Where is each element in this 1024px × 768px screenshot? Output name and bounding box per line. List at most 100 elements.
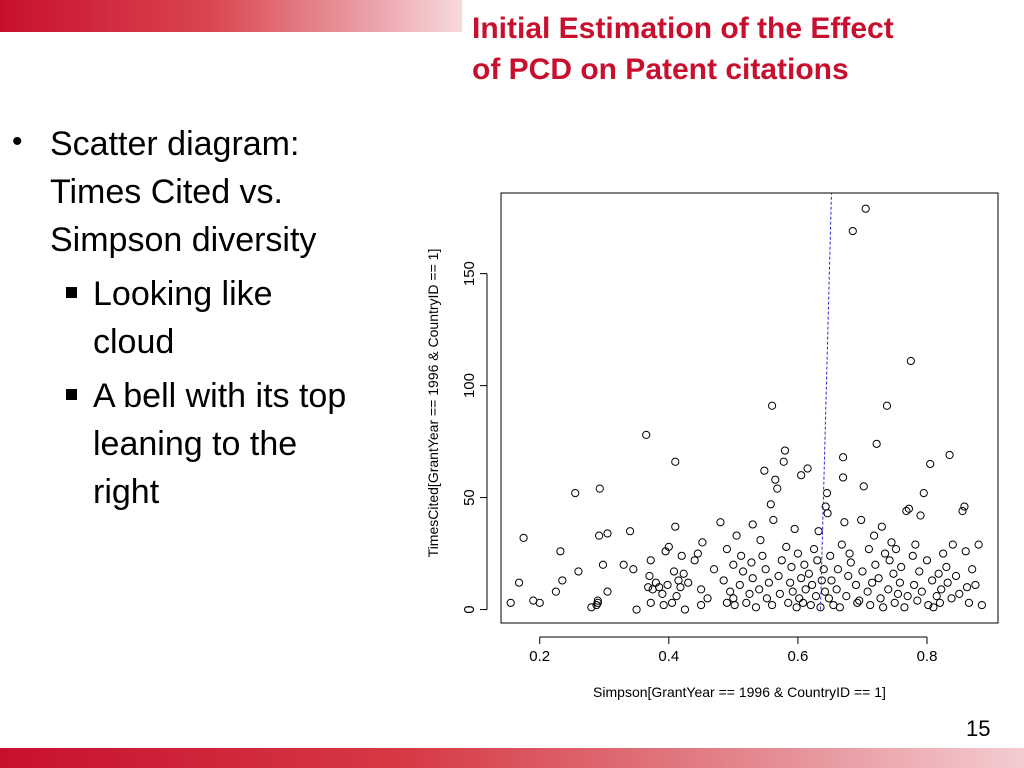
data-point [747, 558, 756, 567]
data-point [788, 587, 797, 596]
data-point [798, 598, 808, 607]
data-point [948, 540, 957, 549]
data-point [646, 556, 655, 565]
data-point [593, 596, 602, 605]
data-point [848, 226, 857, 236]
data-point [732, 531, 741, 540]
data-point [977, 600, 986, 610]
data-point [968, 565, 977, 574]
data-point [722, 544, 732, 554]
data-point [833, 565, 843, 574]
data-point [574, 567, 583, 576]
scatter-points [506, 204, 986, 614]
sub-bullet-cloud: Looking like cloud [10, 270, 405, 366]
data-point [900, 603, 909, 612]
y-tick-label: 0 [461, 605, 478, 613]
sub-bullet-text-line: leaning to the [93, 425, 298, 463]
data-point [958, 506, 967, 516]
data-point [943, 578, 952, 587]
bullet-text-line: Times Cited vs. [50, 173, 284, 211]
sub-bullet-text-line: Looking like [93, 275, 273, 313]
data-point [693, 549, 702, 558]
data-point [887, 538, 896, 547]
data-point [945, 450, 954, 460]
x-tick-label: 0.8 [917, 648, 938, 665]
data-point [742, 598, 751, 607]
data-point [595, 531, 604, 540]
data-point [786, 578, 795, 587]
data-point [690, 556, 699, 565]
data-point [767, 401, 777, 410]
x-tick-label: 0.6 [787, 648, 808, 665]
data-point [766, 500, 775, 509]
data-point [827, 576, 836, 585]
data-point [719, 576, 728, 585]
data-point [603, 529, 612, 538]
data-point [879, 603, 888, 612]
data-point [820, 587, 830, 596]
data-point [913, 596, 922, 605]
data-point [889, 569, 898, 578]
data-point [676, 583, 685, 592]
data-point [902, 506, 911, 516]
data-point [890, 598, 899, 607]
data-point [964, 598, 974, 607]
data-point [642, 430, 651, 439]
data-point [593, 598, 602, 607]
data-point [838, 473, 848, 482]
data-point [871, 560, 880, 569]
data-point [671, 457, 680, 466]
data-point [929, 603, 938, 612]
data-point [911, 540, 920, 549]
data-point [758, 551, 767, 560]
data-point [771, 475, 780, 484]
data-point [962, 583, 972, 592]
data-point [906, 356, 915, 366]
plot-frame [500, 192, 999, 624]
data-point [801, 585, 810, 594]
data-point [571, 489, 580, 498]
sub-bullet-text-line: cloud [93, 323, 175, 361]
data-point [780, 446, 790, 455]
data-point [955, 589, 964, 598]
data-point [797, 471, 806, 480]
data-point [869, 531, 879, 540]
data-point [761, 565, 770, 574]
data-point [863, 587, 872, 596]
data-point [762, 594, 772, 603]
data-point [819, 565, 828, 574]
data-point [806, 600, 815, 610]
data-point [514, 578, 524, 587]
data-point [756, 536, 765, 545]
data-point [748, 520, 757, 529]
data-point [842, 592, 851, 601]
data-point [793, 549, 803, 558]
x-tick-label: 0.4 [658, 648, 679, 665]
data-point [592, 600, 601, 610]
data-point [971, 580, 980, 590]
data-point [677, 551, 686, 560]
data-point [797, 574, 806, 583]
data-point [764, 578, 773, 587]
data-point [775, 589, 784, 598]
data-point [669, 567, 679, 576]
data-point [811, 592, 821, 601]
slide-title: Initial Estimation of the Effect of PCD … [472, 8, 1012, 90]
data-point [655, 583, 664, 592]
data-point [506, 598, 515, 607]
data-point [844, 571, 853, 581]
data-point [645, 571, 654, 581]
data-point [773, 484, 782, 493]
data-point [679, 569, 688, 578]
data-point [663, 580, 672, 590]
data-point [644, 583, 653, 592]
data-point [755, 585, 764, 594]
bullet-text-line: Simpson diversity [50, 221, 317, 259]
scatter-chart: 0.2 0.4 0.6 0.8 0 50 100 150 Simpson[GrantYear… [425, 192, 999, 700]
data-point [671, 522, 680, 531]
data-point [837, 540, 846, 549]
y-tick-label: 50 [461, 489, 478, 506]
data-point [684, 578, 693, 587]
page-number: 15 [966, 716, 991, 741]
data-point [961, 547, 970, 556]
